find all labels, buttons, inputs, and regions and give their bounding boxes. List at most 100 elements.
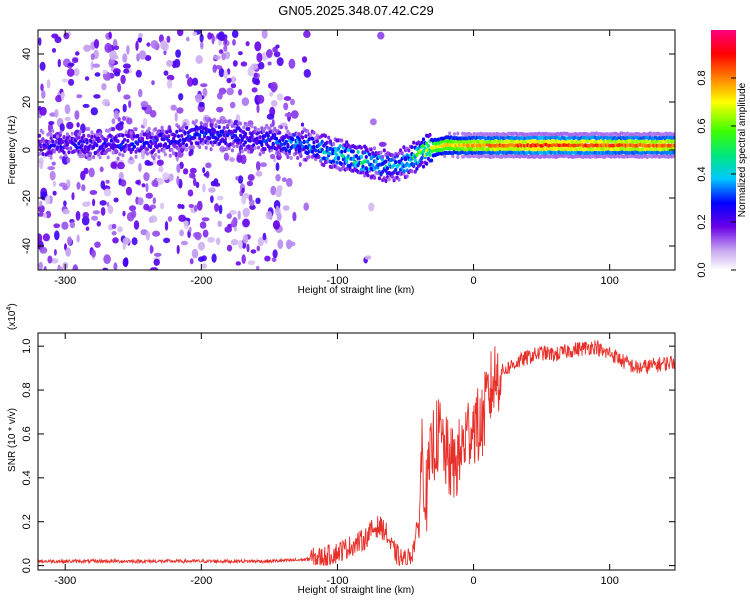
ridge-cell bbox=[382, 176, 386, 181]
noise-cell bbox=[103, 254, 111, 265]
ridge-cell bbox=[136, 133, 140, 138]
ridge-cell bbox=[160, 125, 164, 130]
ridge-cell bbox=[336, 146, 341, 151]
ridge-cell bbox=[415, 166, 419, 171]
noise-cell bbox=[75, 51, 80, 56]
noise-cell bbox=[229, 157, 235, 163]
ridge-cell bbox=[108, 127, 112, 132]
ridge-cell bbox=[98, 155, 102, 160]
ridge-cell bbox=[247, 144, 251, 149]
noise-cell bbox=[171, 60, 177, 69]
noise-cell bbox=[229, 101, 236, 109]
noise-cell bbox=[197, 200, 203, 211]
noise-cell bbox=[117, 117, 121, 122]
noise-cell bbox=[151, 80, 155, 86]
noise-cell bbox=[224, 51, 231, 60]
snr-background bbox=[38, 333, 675, 570]
ridge-cell bbox=[95, 143, 99, 148]
y-tick-label: 1.0 bbox=[21, 339, 33, 354]
noise-cell bbox=[62, 208, 70, 215]
ridge-cell bbox=[132, 144, 136, 149]
ridge-cell bbox=[412, 140, 416, 145]
ridge-cell bbox=[152, 156, 156, 161]
noise-cell bbox=[189, 167, 197, 174]
ridge-cell bbox=[88, 151, 92, 156]
ridge-cell bbox=[263, 147, 267, 152]
noise-cell bbox=[230, 83, 237, 89]
noise-cell bbox=[232, 39, 236, 46]
ridge-cell bbox=[100, 151, 104, 156]
ridge-cell bbox=[77, 132, 81, 137]
ridge-cell bbox=[194, 119, 198, 123]
noise-cell bbox=[255, 197, 261, 204]
noise-cell bbox=[53, 223, 61, 229]
ridge-cell bbox=[176, 124, 181, 129]
noise-cell bbox=[232, 60, 238, 67]
noise-cell bbox=[290, 98, 295, 106]
ridge-cell bbox=[310, 136, 314, 141]
noise-cell bbox=[67, 236, 72, 246]
ridge-cell bbox=[320, 139, 324, 144]
noise-cell bbox=[75, 210, 81, 221]
noise-cell bbox=[89, 190, 98, 195]
ridge-cell bbox=[214, 123, 218, 127]
snr-y-multiplier-close: ) bbox=[7, 303, 18, 306]
ridge-cell bbox=[227, 146, 231, 150]
ridge-cell bbox=[111, 150, 115, 155]
ridge-cell bbox=[261, 150, 265, 155]
noise-cell bbox=[198, 241, 205, 251]
noise-cell bbox=[64, 104, 71, 115]
ridge-cell bbox=[139, 132, 143, 137]
noise-cell bbox=[51, 161, 56, 166]
noise-cell bbox=[286, 177, 293, 187]
ridge-cell bbox=[345, 140, 349, 145]
noise-cell bbox=[246, 180, 254, 187]
noise-cell bbox=[247, 260, 256, 266]
noise-cell bbox=[176, 163, 181, 173]
noise-cell bbox=[223, 69, 228, 80]
noise-cell bbox=[273, 221, 278, 228]
noise-cell bbox=[49, 170, 56, 181]
noise-cell bbox=[254, 78, 261, 86]
noise-cell bbox=[148, 216, 154, 223]
y-tick-label: 0.2 bbox=[21, 514, 33, 529]
noise-cell bbox=[137, 88, 143, 98]
noise-cell bbox=[292, 211, 297, 222]
noise-cell bbox=[60, 91, 65, 101]
noise-cell bbox=[100, 207, 106, 216]
ridge-cell bbox=[294, 150, 298, 155]
noise-cell bbox=[38, 233, 43, 243]
ridge-cell bbox=[91, 155, 96, 160]
noise-cell bbox=[74, 110, 80, 120]
noise-cell bbox=[262, 232, 267, 241]
noise-cell bbox=[240, 61, 248, 67]
noise-cell bbox=[143, 203, 150, 211]
ridge-cell bbox=[250, 124, 254, 129]
noise-cell bbox=[109, 50, 117, 61]
ridge-cell bbox=[91, 145, 96, 150]
noise-cell bbox=[66, 121, 74, 130]
y-tick-label: 0 bbox=[21, 147, 33, 153]
noise-cell bbox=[76, 122, 80, 128]
ridge-cell bbox=[85, 152, 89, 157]
colorbar-tick-label: 0.2 bbox=[696, 214, 708, 229]
noise-cell bbox=[182, 168, 189, 175]
noise-cell bbox=[61, 78, 69, 83]
ridge-cell bbox=[217, 125, 221, 130]
ridge-cell bbox=[60, 140, 65, 145]
noise-cell bbox=[133, 220, 140, 230]
ridge-cell bbox=[327, 135, 331, 140]
noise-cell bbox=[144, 55, 152, 61]
noise-cell bbox=[76, 234, 80, 243]
ridge-cell bbox=[369, 147, 373, 152]
ridge-cell bbox=[384, 179, 388, 183]
ridge-cell bbox=[372, 175, 377, 180]
ridge-cell bbox=[149, 145, 153, 149]
noise-cell bbox=[303, 202, 310, 211]
ridge-cell bbox=[185, 147, 189, 152]
noise-cell bbox=[235, 176, 239, 181]
ridge-cell bbox=[397, 177, 401, 182]
noise-cell bbox=[272, 249, 278, 259]
noise-cell bbox=[281, 177, 287, 183]
spectrogram-x-label: Height of straight line (km) bbox=[298, 285, 415, 296]
